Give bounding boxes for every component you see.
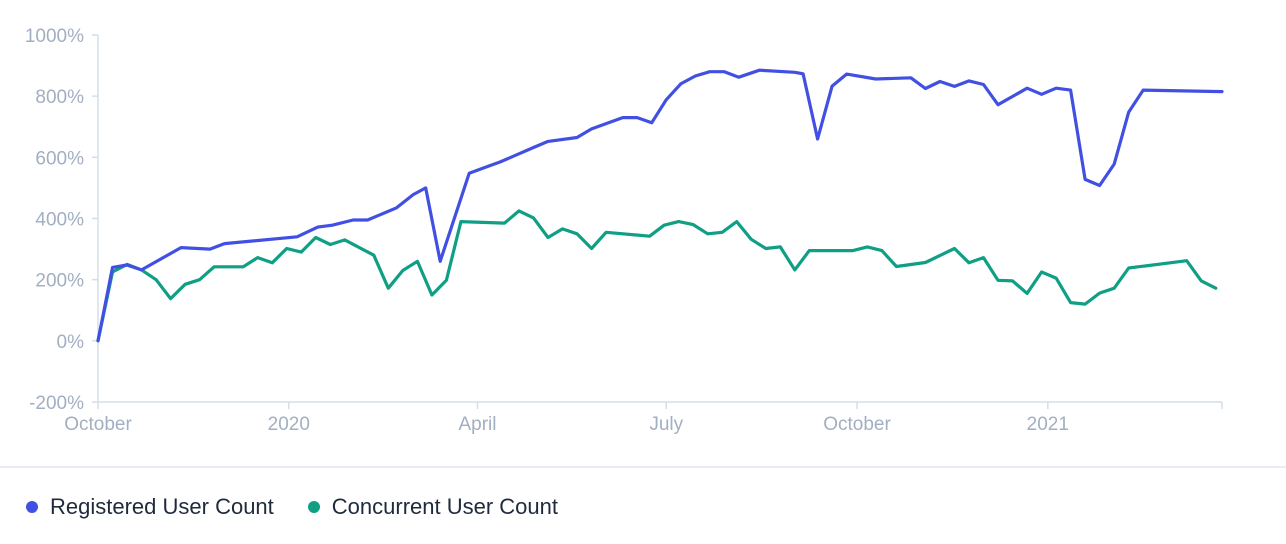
concurrent-series-line[interactable] xyxy=(96,209,1218,343)
x-tick-label: 2021 xyxy=(1027,414,1069,435)
y-tick-label: 1000% xyxy=(25,26,84,47)
x-tick-label: 2020 xyxy=(268,414,310,435)
y-tick-label: -200% xyxy=(29,393,84,414)
registered-dot-icon xyxy=(26,501,38,513)
legend-item-concurrent[interactable]: Concurrent User Count xyxy=(307,494,558,520)
y-tick-label: 600% xyxy=(35,148,84,169)
x-tick-label: July xyxy=(649,414,683,435)
chart-legend: Registered User Count Concurrent User Co… xyxy=(26,494,558,520)
axes: -200% 0% 200% 400% 600% 800% 1000% October 2020 A… xyxy=(25,26,1223,435)
x-tick-label: October xyxy=(823,414,891,435)
legend-label-registered: Registered User Count xyxy=(50,494,274,519)
legend-item-registered[interactable]: Registered User Count xyxy=(26,494,274,520)
series-lines xyxy=(96,68,1224,343)
line-chart: -200% 0% 200% 400% 600% 800% 1000% October 2020 A… xyxy=(25,26,1224,435)
y-tick-label: 0% xyxy=(57,332,85,353)
y-tick-label: 400% xyxy=(35,210,84,231)
legend-label-concurrent: Concurrent User Count xyxy=(331,494,558,519)
concurrent-dot-icon xyxy=(307,501,320,513)
y-tick-label: 800% xyxy=(35,87,84,108)
legend-divider xyxy=(0,466,1286,468)
registered-series-line[interactable] xyxy=(96,68,1224,343)
chart-area: -200% 0% 200% 400% 600% 800% 1000% October 2020 A… xyxy=(25,26,1224,435)
x-tick-label: October xyxy=(64,414,132,435)
y-tick-label: 200% xyxy=(35,271,84,292)
x-tick-label: April xyxy=(458,414,496,435)
